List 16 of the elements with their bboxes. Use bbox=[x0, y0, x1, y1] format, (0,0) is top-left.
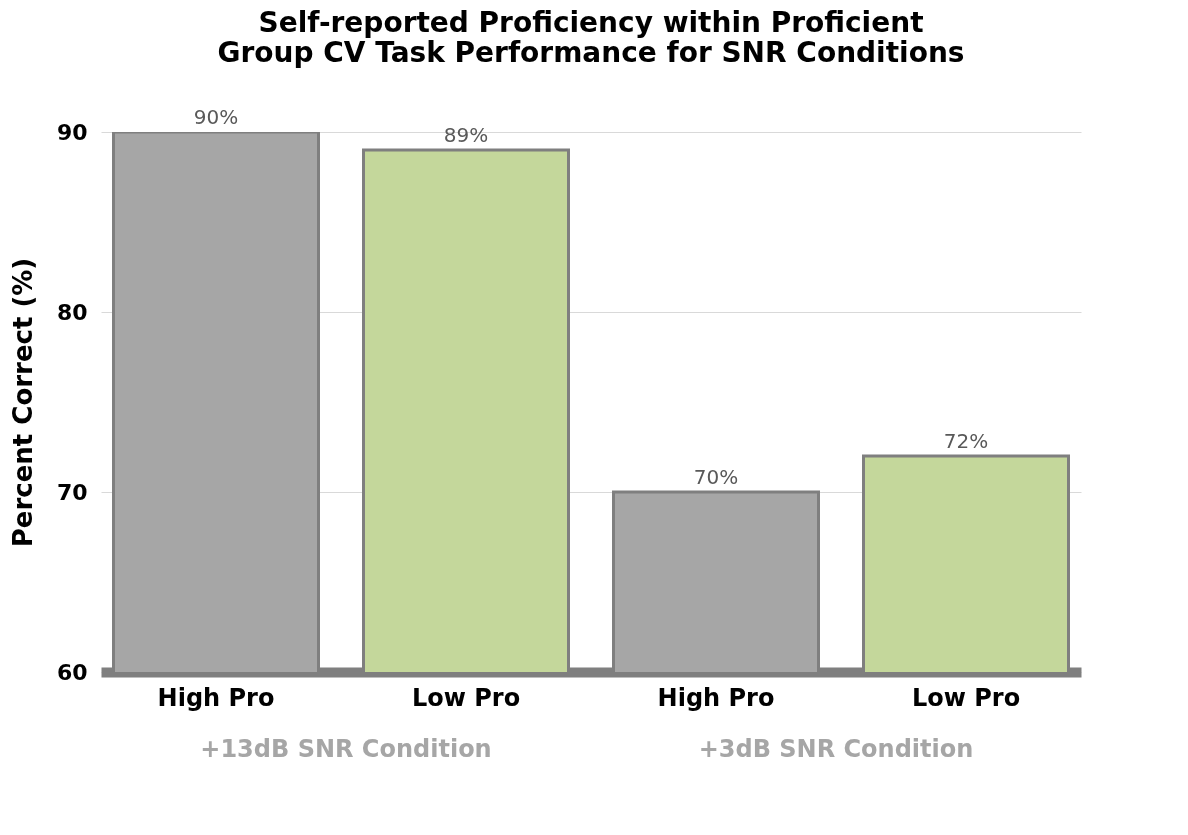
chart-title: Self-reported Proficiency within Proficient Group CV Task Performance for SNR Conditions bbox=[217, 6, 965, 69]
data-label: 89% bbox=[443, 123, 489, 147]
text: +3dB SNR Condition bbox=[698, 735, 974, 763]
y-axis-title: Percent Correct (%) bbox=[7, 257, 38, 548]
y-tick-label: 80 bbox=[56, 299, 88, 325]
data-label: 90% bbox=[193, 105, 239, 129]
x-tick-label: Low Pro bbox=[911, 683, 1021, 712]
data-label: 72% bbox=[943, 429, 989, 453]
y-tick-label: 90 bbox=[56, 119, 88, 145]
y-tick-label: 70 bbox=[56, 479, 88, 505]
x-tick-label: Low Pro bbox=[411, 683, 521, 712]
text: +13dB SNR Condition bbox=[200, 735, 492, 763]
y-tick-label: 60 bbox=[56, 659, 88, 685]
data-label: 70% bbox=[693, 465, 739, 489]
x-tick-label: High Pro bbox=[157, 683, 275, 712]
x-tick-label: High Pro bbox=[657, 683, 775, 712]
